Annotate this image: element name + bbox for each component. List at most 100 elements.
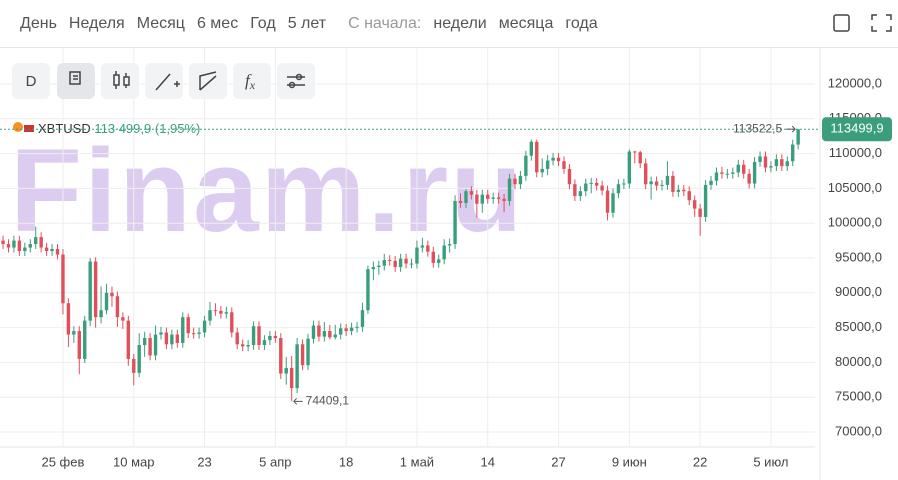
candle-body [6,244,11,248]
candle-body [50,248,54,252]
candle-body [442,245,446,260]
plot: Finam.ru 25 фев 10 мар 23 5 апр 18 1 май 14 27 9 … [0,48,815,469]
candle-body [284,367,288,374]
y-tick-label: 105000,0 [828,180,882,195]
candle-body [491,197,495,199]
candle-body [181,317,185,343]
candle-body [513,178,517,185]
candle-body [725,173,730,175]
flag-icon [24,125,34,132]
candle-body [540,168,544,173]
min-arrow [293,397,303,405]
candle-body [349,327,354,332]
candle-body [437,259,441,263]
candle-body [72,331,76,335]
candle-body [55,248,60,255]
candle-body [671,175,675,192]
candle-body [796,129,800,145]
candle-body [377,265,381,268]
candle-body [638,152,642,164]
x-tick-label: 27 [551,454,565,469]
candle-body [317,325,321,337]
candle-body [551,157,555,161]
candle-body [268,335,272,341]
settings-knob [288,81,296,89]
fib-button[interactable] [189,63,227,99]
candle-body [170,334,174,345]
candle-body [382,260,386,266]
candle-body [709,180,713,185]
candle-body [714,172,719,181]
candle-body [464,191,468,204]
x-tick-label: 10 мар [113,454,154,469]
candle-body [447,244,452,246]
candle-body [115,296,120,318]
interval-button[interactable] [12,63,50,99]
candle-body [137,345,141,373]
y-tick-label: 75000,0 [835,389,882,404]
candle-body [273,335,278,339]
candle-body [148,338,152,356]
period[interactable]: День [20,14,57,32]
candle-body [132,358,136,373]
period[interactable]: Год [250,14,276,32]
candle-body [502,198,506,201]
settings-button[interactable] [277,63,315,99]
x-tick-label: 5 июл [753,454,788,469]
period[interactable]: недели [433,14,487,32]
fullscreen-icon[interactable] [871,14,892,32]
candle-body [393,260,397,268]
candle-body [763,156,768,168]
period[interactable]: Неделя [68,14,125,32]
candle-body [589,182,593,184]
candle-body [175,334,180,343]
candle-body [83,320,87,359]
candle-body [366,269,370,311]
candle-body [295,344,299,389]
candle-body [616,184,621,194]
chart-type-button[interactable] [101,63,139,99]
candle-body [758,156,762,162]
candle-body [153,334,158,356]
candle-body [28,244,32,248]
cursor-button[interactable] [57,63,95,99]
candle-body [752,161,757,184]
toolbar: D fx [12,63,315,99]
candle-body [731,172,735,174]
period[interactable]: Месяц [136,14,185,32]
candle-body [12,240,16,248]
price-tag-label: 113499,9 [830,121,883,136]
candle-body [774,159,779,167]
indicator-button[interactable] [233,63,271,99]
x-tick-label: 14 [481,454,495,469]
candle-body [104,292,109,311]
candle-body [654,181,659,186]
candle-body [562,161,566,169]
candle-body [262,340,267,345]
candle-body [676,189,681,192]
period[interactable]: года [565,14,598,32]
candle-body [573,184,577,197]
candle-body [126,320,131,359]
candle-body [769,166,773,168]
period[interactable]: 6 мес [196,14,239,32]
candle-body [529,141,534,156]
candle-body [545,160,550,169]
x-tick-label: 1 май [400,454,434,469]
candle-body [224,312,229,314]
candle-body [197,332,201,334]
candle-body [39,237,43,248]
candle-body [791,144,795,162]
coin-icon [13,122,23,132]
candle-body [692,200,697,209]
period[interactable]: месяца [498,14,554,32]
candle-body [371,267,376,270]
candle-body [486,194,490,199]
save-icon[interactable] [833,14,850,32]
x-tick-label: 18 [339,454,353,469]
candle-body [208,310,212,321]
candle-body [17,240,22,252]
period[interactable]: 5 лет [287,14,327,32]
